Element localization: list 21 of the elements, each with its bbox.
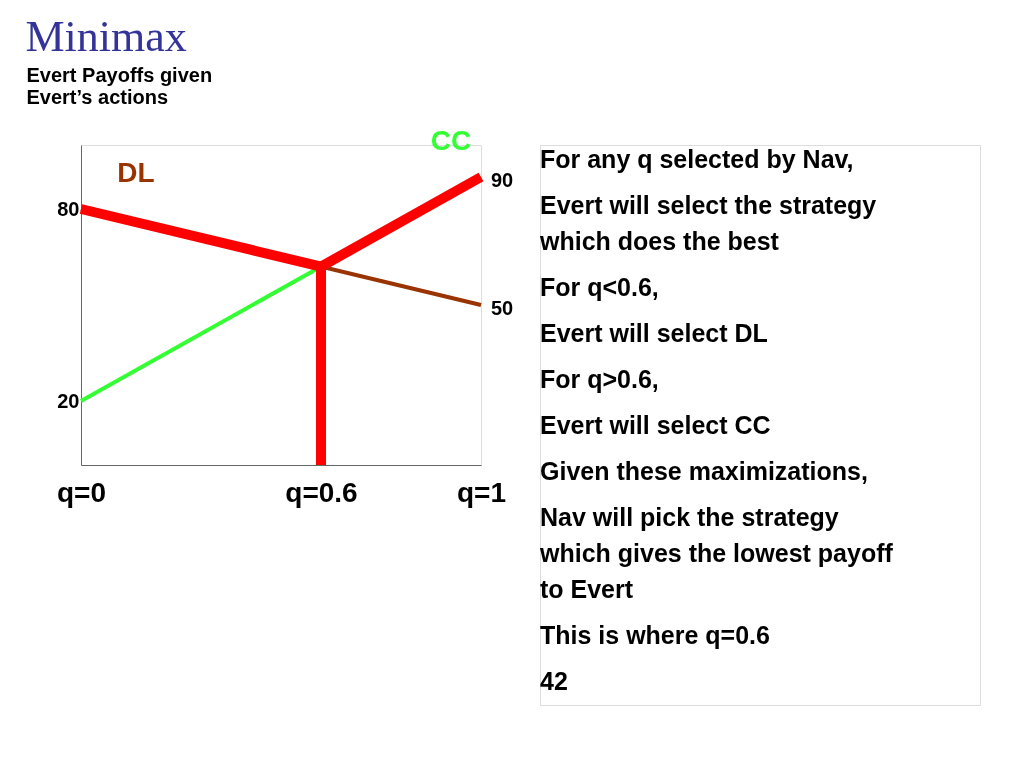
text: For q>0.6, xyxy=(540,365,659,393)
data-label: 50 xyxy=(491,297,514,319)
series-label: CC xyxy=(430,125,472,156)
text: Evert will select CC xyxy=(540,411,771,439)
text: Evert will select DL xyxy=(540,319,768,347)
x-tick-label: q=1 xyxy=(456,476,507,508)
x-tick-label: q=0.6 xyxy=(285,476,358,508)
text: Given these maximizations, xyxy=(540,457,868,485)
text: Nav will pick the strategy which gives the lowest payoff to Evert xyxy=(539,503,894,603)
text: For any q selected by Nav, xyxy=(540,145,854,173)
y-tick-label: 80 xyxy=(57,197,80,220)
text: For q<0.6, xyxy=(540,273,659,301)
chart-title: Minimax xyxy=(25,11,187,61)
y-axis-title: Evert Payoffs given Evert’s actions xyxy=(26,63,213,108)
y-tick-label: 20 xyxy=(57,389,80,412)
text: 42 xyxy=(540,667,568,695)
series-label: DL xyxy=(117,157,155,188)
x-tick-label: q=0 xyxy=(56,476,107,508)
data-label: 90 xyxy=(491,169,514,191)
text: This is where q=0.6 xyxy=(540,621,770,649)
text: Evert will select the strategy which does the best xyxy=(539,191,877,255)
